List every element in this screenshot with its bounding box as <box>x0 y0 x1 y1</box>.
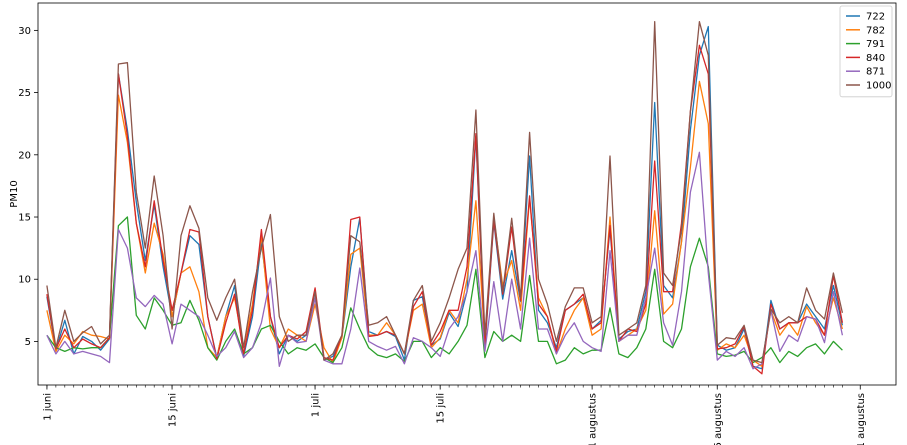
legend: 722 782 791 840 871 1000 <box>839 5 893 98</box>
legend-entry-791: 791 <box>866 39 885 50</box>
x-tick-label: 15 juli <box>436 393 447 424</box>
y-tick-label: 15 <box>18 213 31 224</box>
legend-entry-782: 782 <box>866 25 885 36</box>
legend-entry-840: 840 <box>866 53 885 64</box>
x-tick-label: 1 juni <box>42 393 53 421</box>
legend-box <box>839 5 893 98</box>
x-tick-label: 1 augustus <box>588 393 599 445</box>
legend-entry-722: 722 <box>866 12 885 23</box>
legend-entry-1000: 1000 <box>866 81 891 92</box>
y-tick-label: 25 <box>18 88 31 99</box>
y-axis-label: PM10 <box>9 180 20 207</box>
y-tick-label: 5 <box>25 337 31 348</box>
series-layer <box>46 21 844 375</box>
legend-entry-871: 871 <box>866 67 885 78</box>
x-tick-label: 15 juni <box>168 393 179 427</box>
y-tick-label: 20 <box>18 150 31 161</box>
series-line-1000 <box>46 21 844 364</box>
y-axis: 5 10 15 20 25 30 <box>18 26 38 348</box>
y-tick-label: 30 <box>18 26 31 37</box>
x-axis: 1 juni 15 juni 1 juli 15 juli 1 augustus 15 a… <box>42 385 867 445</box>
series-line-782 <box>46 80 844 367</box>
x-tick-label: 31 augustus <box>856 393 867 445</box>
x-tick-label: 1 juli <box>311 393 322 417</box>
y-tick-label: 10 <box>18 275 31 286</box>
x-tick-label: 15 augustus <box>713 393 724 445</box>
series-line-871 <box>46 151 844 370</box>
